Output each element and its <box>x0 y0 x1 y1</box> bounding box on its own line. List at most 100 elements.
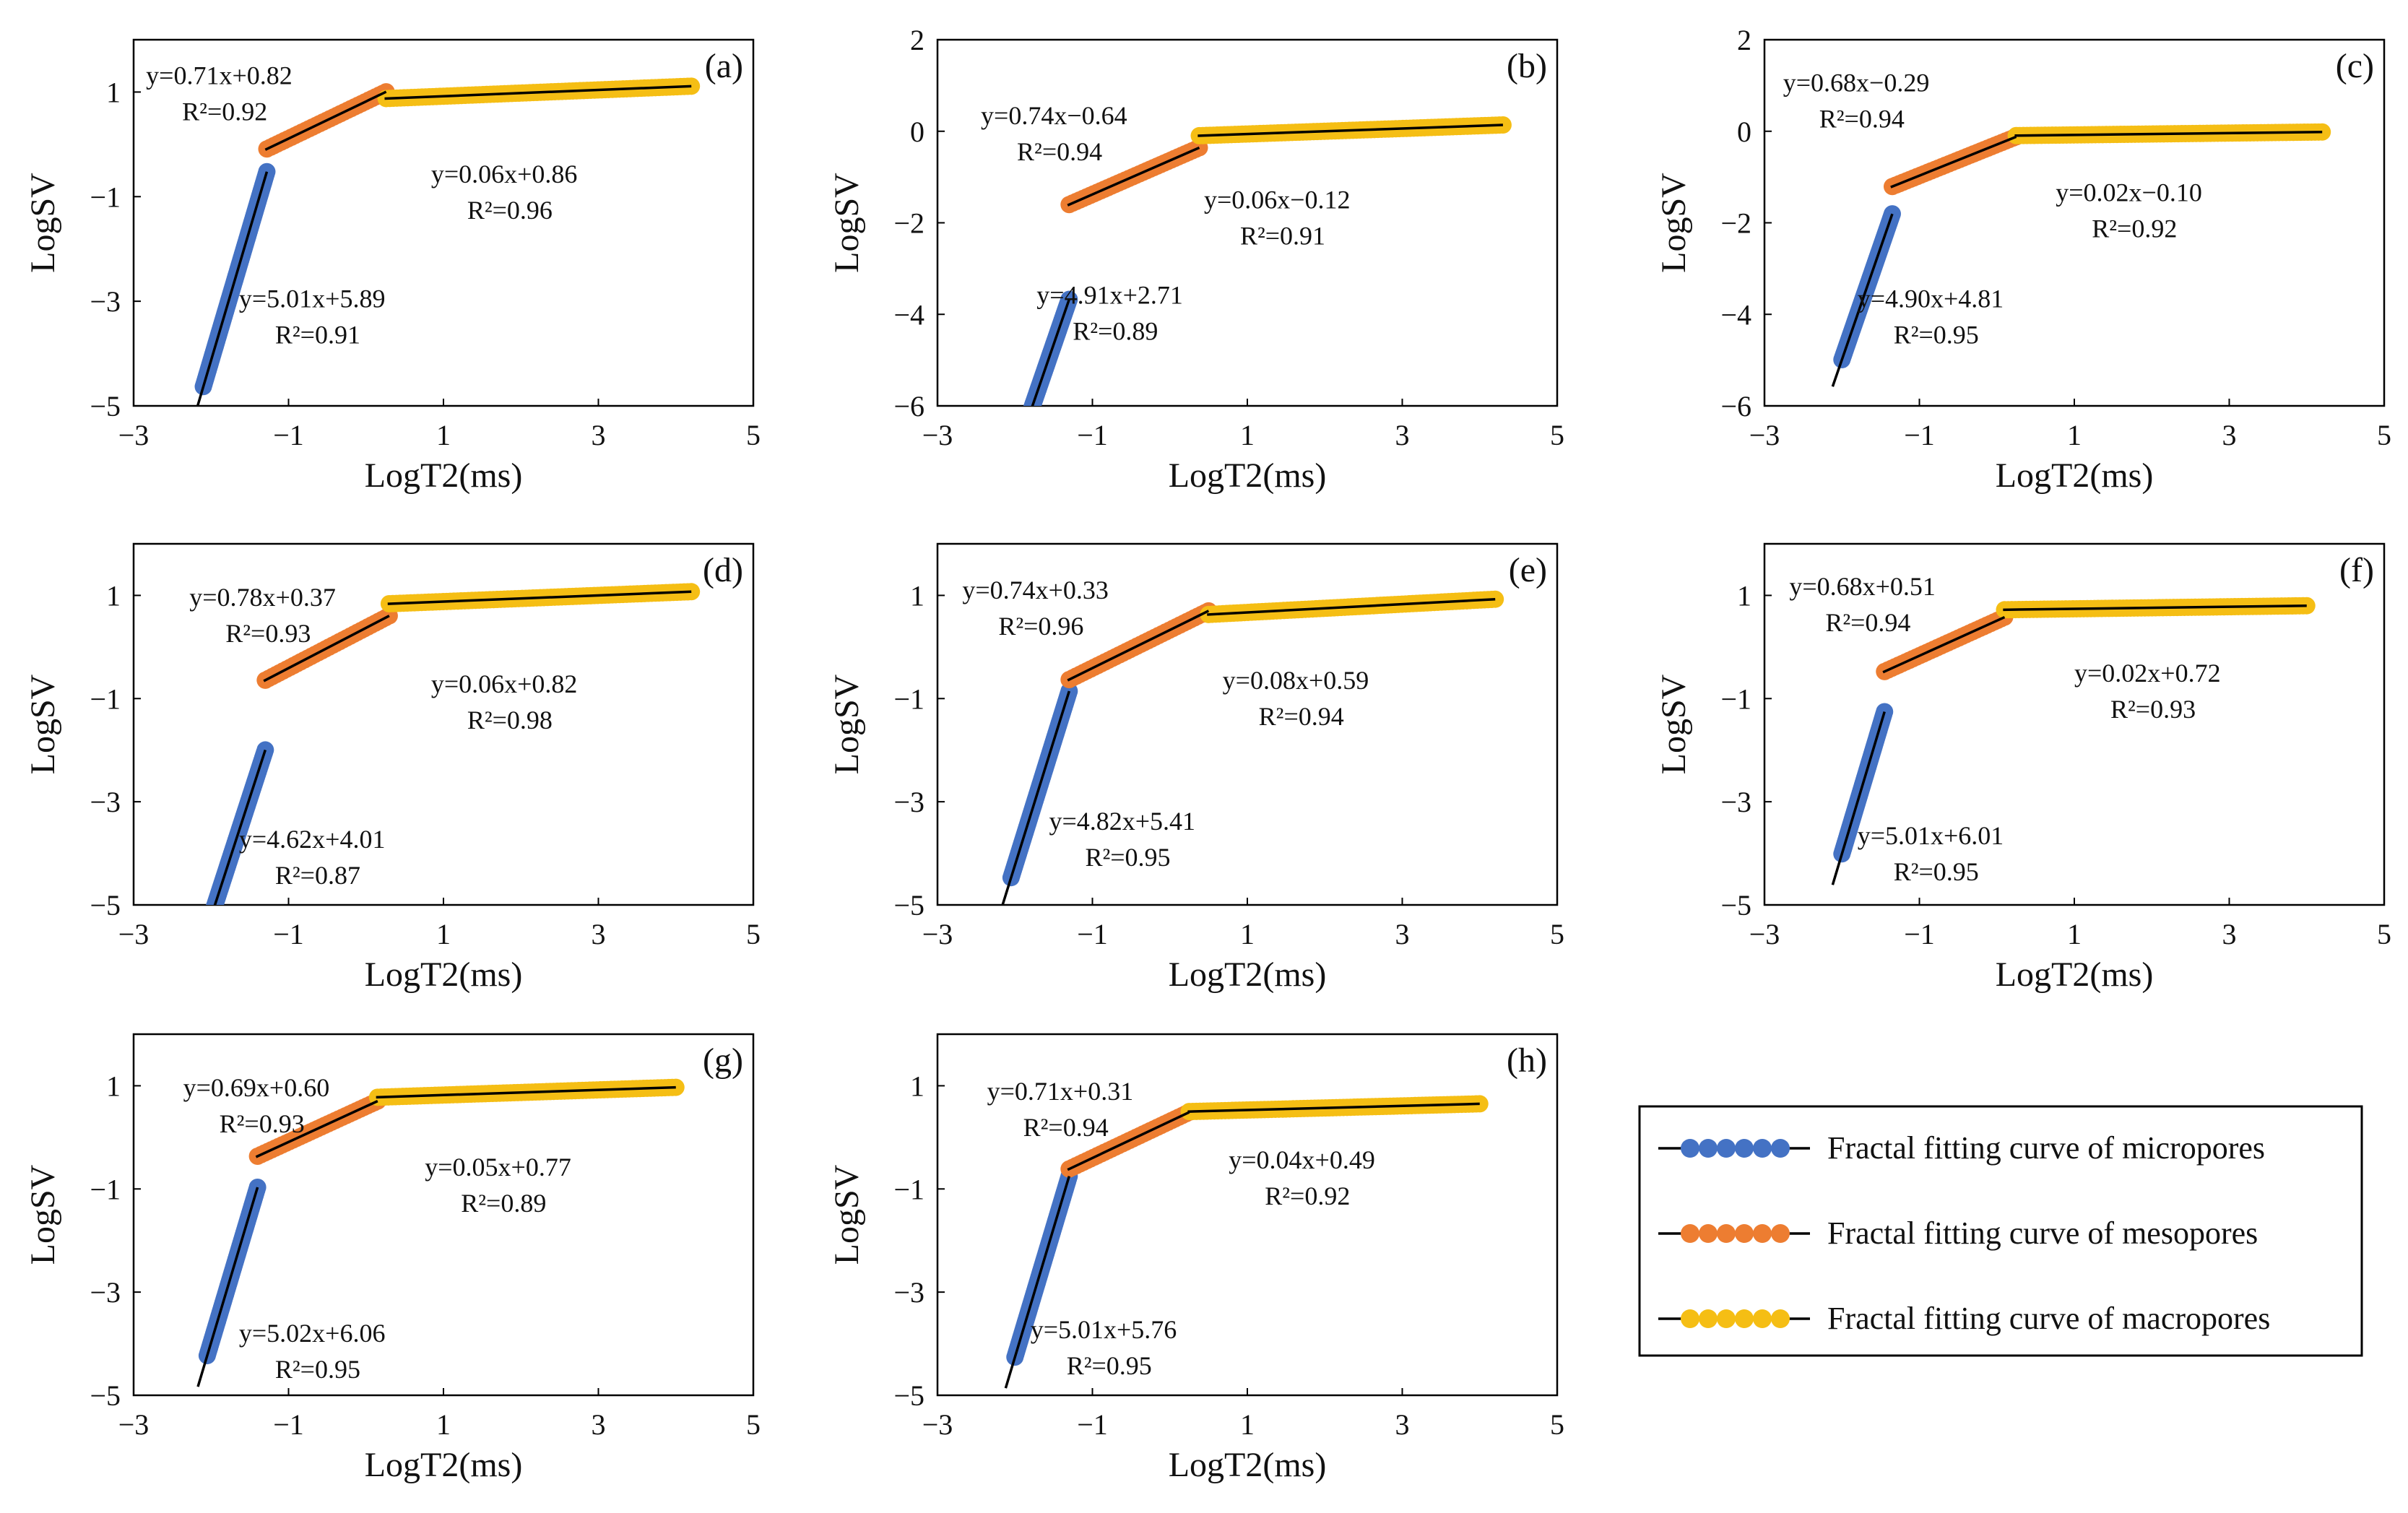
micropores-point <box>208 903 217 905</box>
micropores-point <box>1014 425 1031 443</box>
micropores-point <box>1010 435 1028 452</box>
legend-marker <box>1717 1224 1736 1243</box>
x-tick-label: −1 <box>273 1408 304 1441</box>
x-tick-label: 3 <box>592 419 606 451</box>
micropores-fit-line <box>1831 213 1894 387</box>
x-tick-label: 5 <box>1550 918 1564 950</box>
micropores-point <box>200 915 217 932</box>
mesopores-equation: y=0.71x+0.31 <box>987 1077 1134 1106</box>
series-group <box>199 583 701 935</box>
x-axis-label: LogT2(ms) <box>1169 456 1327 495</box>
micropores-r2: R²=0.87 <box>275 861 360 890</box>
x-tick-label: −3 <box>118 1408 150 1441</box>
micropores-point <box>1018 414 1036 431</box>
macropores-equation: y=0.05x+0.77 <box>425 1153 571 1182</box>
legend-marker <box>1735 1309 1754 1328</box>
micropores-point <box>201 912 218 929</box>
macropores-fit-line <box>376 1085 676 1099</box>
panel-h: −3 −1 1 3 5−5−3−11LogT2(ms)LogSVy=5.01x+5.76… <box>828 1033 1564 1484</box>
micropores-equation: y=4.82x+5.41 <box>1049 807 1195 836</box>
micropores-point <box>1020 409 1037 426</box>
x-tick-label: −1 <box>1904 918 1935 950</box>
y-tick-label: 1 <box>106 1070 121 1102</box>
micropores-point <box>199 917 217 935</box>
y-tick-label: 1 <box>910 579 924 612</box>
micropores-r2: R²=0.95 <box>1067 1351 1152 1380</box>
y-tick-label: −1 <box>90 181 121 213</box>
x-tick-label: 5 <box>746 918 761 950</box>
micropores-fit-line <box>196 1187 259 1387</box>
micropores-r2: R²=0.95 <box>1894 857 1979 886</box>
macropores-r2: R²=0.91 <box>1240 222 1325 251</box>
y-tick-label: −6 <box>893 390 924 422</box>
x-tick-label: −3 <box>1749 419 1780 451</box>
legend-label: Fractal fitting curve of macropores <box>1827 1301 2270 1336</box>
y-tick-label: −1 <box>90 1173 121 1205</box>
y-tick-label: −3 <box>90 285 121 318</box>
panel-label: (d) <box>703 551 743 589</box>
legend-marker <box>1771 1139 1790 1158</box>
y-tick-label: −3 <box>90 1276 121 1309</box>
mesopores-fit-line <box>255 1100 378 1158</box>
legend: Fractal fitting curve of micropores Fract… <box>1638 1105 2363 1357</box>
legend-marker <box>1771 1224 1790 1243</box>
x-tick-label: −1 <box>1077 1408 1108 1441</box>
mesopores-fit-line <box>264 90 387 151</box>
macropores-r2: R²=0.93 <box>2110 695 2196 724</box>
y-tick-label: −3 <box>1720 786 1751 818</box>
mesopores-r2: R²=0.94 <box>1023 1113 1109 1142</box>
mesopores-equation: y=0.68x−0.29 <box>1783 68 1930 97</box>
micropores-point <box>1015 421 1033 438</box>
y-tick-label: −5 <box>90 889 121 922</box>
x-axis-label: LogT2(ms) <box>365 456 523 495</box>
macropores-r2: R²=0.96 <box>467 196 553 225</box>
series-group <box>194 77 701 406</box>
y-tick-label: −1 <box>893 682 924 715</box>
micropores-point <box>1004 454 1021 472</box>
y-axis-label: LogSV <box>1655 173 1693 273</box>
macropores-r2: R²=0.98 <box>467 706 553 734</box>
macropores-r2: R²=0.89 <box>461 1189 546 1218</box>
macropores-r2: R²=0.94 <box>1259 702 1344 731</box>
x-axis-label: LogT2(ms) <box>1169 1446 1327 1484</box>
micropores-point <box>1012 433 1029 450</box>
y-axis-label: LogSV <box>1655 674 1693 774</box>
y-tick-label: −5 <box>893 1379 924 1412</box>
panels-group: −3 −1 1 3 5−5−3−11LogT2(ms)LogSVy=5.01x+5.89… <box>24 24 2391 1484</box>
x-tick-label: −3 <box>118 419 150 451</box>
panel-d: −3 −1 1 3 5−5−3−11LogT2(ms)LogSVy=4.62x+4.01… <box>24 542 761 994</box>
micropores-fit-line <box>1031 298 1070 406</box>
macropores-equation: y=0.06x+0.82 <box>431 669 578 698</box>
micropores-point <box>1002 461 1019 478</box>
legend-marker <box>1681 1309 1699 1328</box>
panel-c: −3 −1 1 3 5 −6 −4 −2 0 2 LogT2(ms) LogSV y=4.90x+4.8… <box>1655 24 2391 495</box>
x-tick-label: −3 <box>922 1408 953 1441</box>
y-axis-label: LogSV <box>24 1164 62 1265</box>
x-tick-label: 1 <box>2067 419 2082 451</box>
x-tick-label: 5 <box>2377 419 2391 451</box>
panel-label: (b) <box>1507 47 1547 85</box>
legend-marker <box>1753 1309 1772 1328</box>
x-tick-label: −3 <box>922 419 953 451</box>
x-axis-label: LogT2(ms) <box>1996 456 2154 495</box>
legend-marker <box>1699 1139 1718 1158</box>
plot-area <box>1763 38 2386 407</box>
y-tick-label: −4 <box>1720 298 1751 331</box>
y-tick-label: −5 <box>90 1379 121 1412</box>
x-axis-label: LogT2(ms) <box>1169 955 1327 994</box>
x-axis-label: LogT2(ms) <box>365 955 523 994</box>
legend-marker <box>1753 1139 1772 1158</box>
y-tick-label: 2 <box>910 24 924 56</box>
micropores-point <box>1000 468 1017 485</box>
micropores-point <box>1010 438 1027 455</box>
micropores-point <box>1015 423 1032 441</box>
y-tick-label: −2 <box>1720 207 1751 240</box>
x-axis-label: LogT2(ms) <box>365 1446 523 1484</box>
x-tick-label: −3 <box>922 918 953 950</box>
micropores-r2: R²=0.95 <box>1085 843 1170 872</box>
plot-area <box>936 1033 1559 1397</box>
y-tick-label: −5 <box>90 390 121 422</box>
micropores-point <box>203 906 220 924</box>
micropores-r2: R²=0.89 <box>1073 317 1158 346</box>
micropores-point <box>1017 416 1034 433</box>
